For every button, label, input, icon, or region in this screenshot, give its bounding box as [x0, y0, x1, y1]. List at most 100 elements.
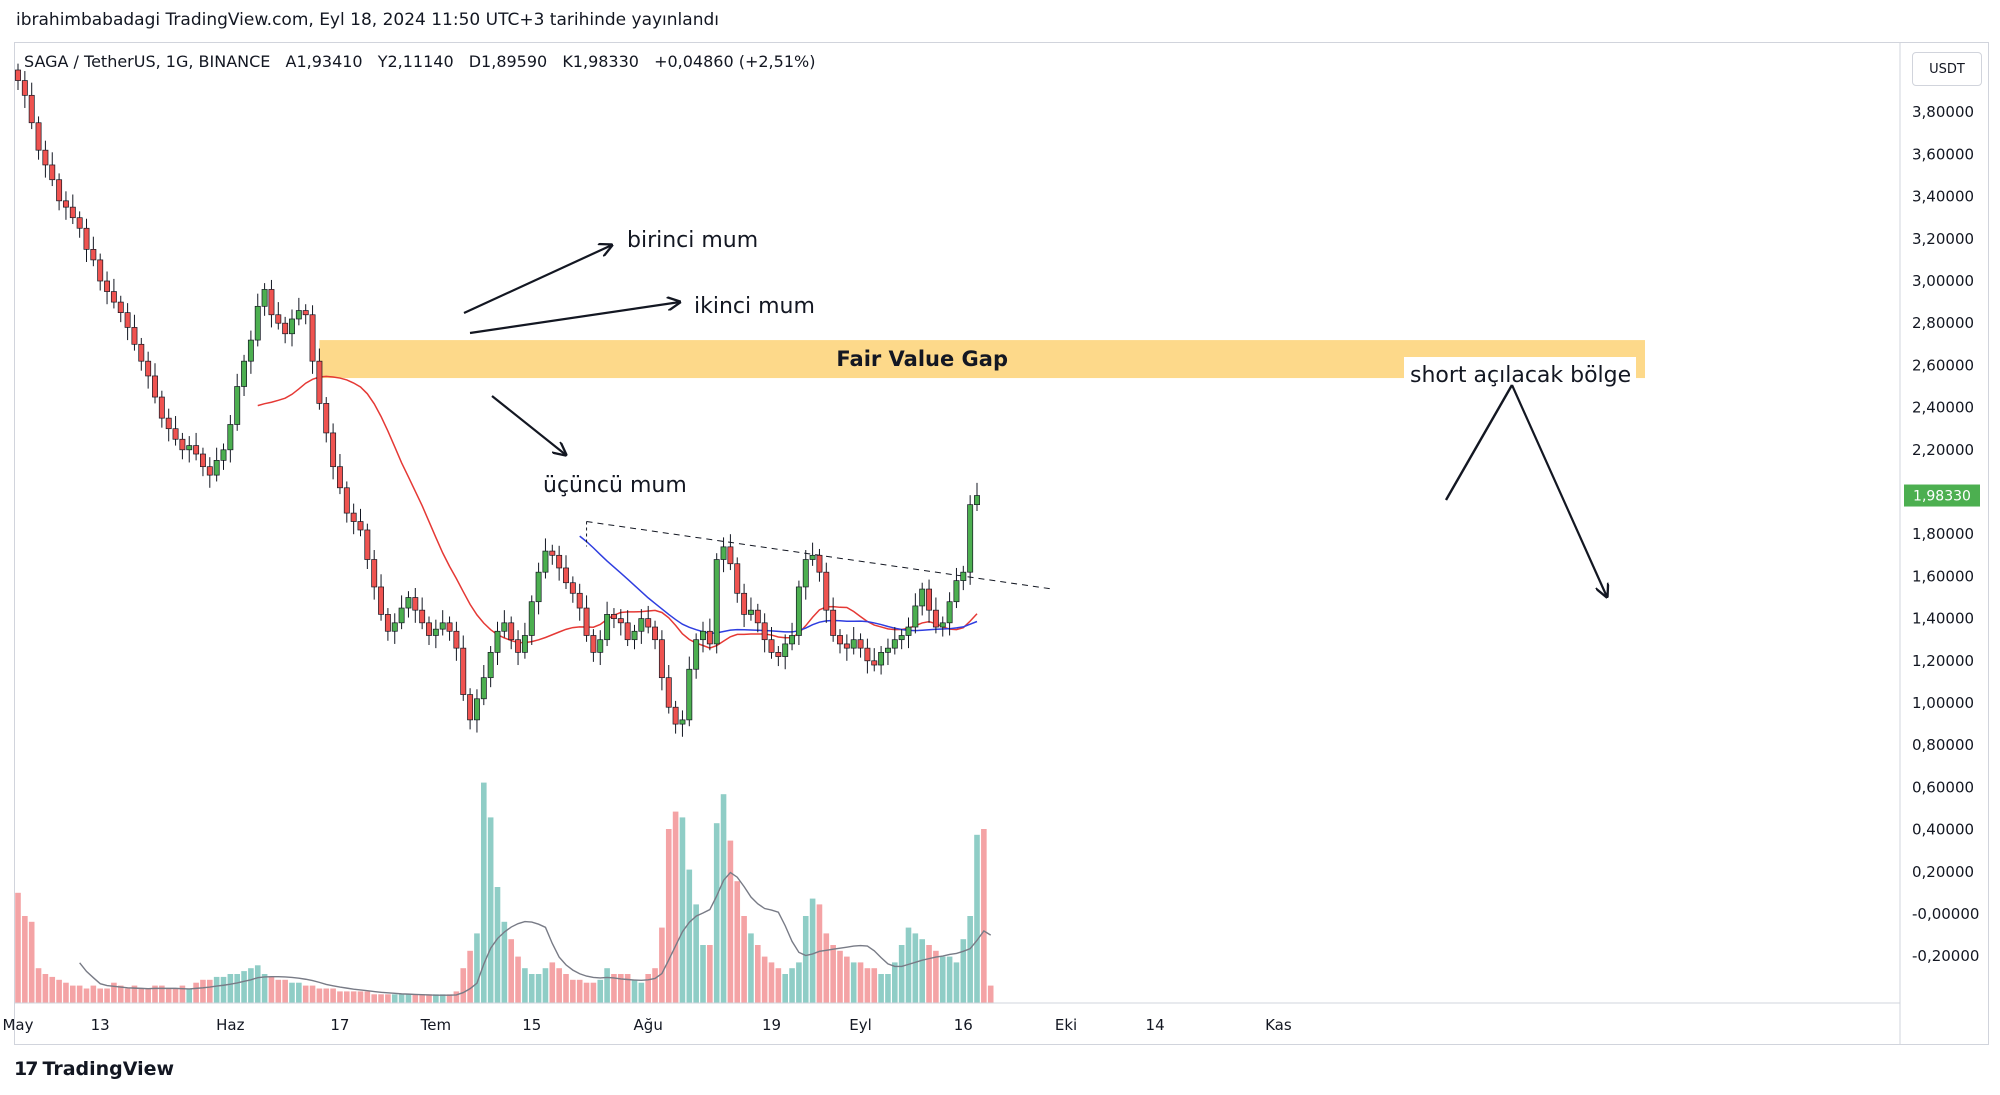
volume-bar: [775, 968, 782, 1003]
candle-body: [556, 554, 563, 569]
volume-bar: [679, 817, 686, 1003]
candle-body: [234, 386, 241, 425]
candle-body: [700, 630, 706, 641]
y-tick-label: 2,80000: [1912, 314, 1974, 332]
volume-bar: [946, 956, 953, 1003]
candle-body: [337, 466, 343, 489]
candle-body: [21, 80, 28, 96]
candle-body: [90, 249, 97, 261]
volume-bar: [152, 985, 158, 1003]
projection-up-leg: [1444, 384, 1514, 501]
candle-body: [405, 597, 412, 609]
arrow-birinci: [463, 245, 612, 314]
volume-bar: [878, 974, 884, 1003]
volume-bar: [919, 939, 925, 1003]
volume-bar: [220, 976, 227, 1003]
symbol-legend: SAGA / TetherUS, 1G, BINANCE A1,93410 Y2…: [24, 52, 826, 71]
candle-body: [884, 647, 891, 653]
y-tick-label: 2,60000: [1912, 356, 1974, 374]
volume-bar: [700, 945, 706, 1003]
y-tick-label: 0,80000: [1912, 736, 1974, 754]
candle-body: [569, 582, 576, 594]
projection-down-arrow: [1510, 384, 1607, 597]
volume-bar: [768, 962, 775, 1003]
candle-body: [610, 614, 617, 619]
volume-bar: [254, 965, 261, 1003]
candle-body: [172, 428, 179, 440]
candle-body: [665, 677, 672, 708]
candle-body: [508, 622, 515, 641]
volume-bar: [391, 994, 398, 1003]
candle-body: [83, 227, 90, 250]
candle-body: [843, 643, 850, 649]
x-tick-label: Haz: [216, 1016, 244, 1034]
candle-body: [220, 449, 227, 461]
last-price-label: 1,98330: [1913, 489, 1971, 505]
candle-body: [179, 438, 186, 451]
candle-body: [535, 571, 542, 603]
candle-body: [864, 647, 871, 662]
candle-body: [467, 694, 474, 721]
y-tick-label: 3,00000: [1912, 272, 1974, 290]
candle-body: [261, 289, 268, 307]
candle-body: [309, 314, 316, 362]
volume-bar: [42, 974, 49, 1003]
x-tick-label: 15: [522, 1016, 541, 1034]
volume-bar: [460, 968, 467, 1003]
candle-body: [474, 698, 480, 721]
currency-button[interactable]: USDT: [1912, 52, 1982, 86]
candle-body: [583, 607, 590, 636]
candle-body: [56, 179, 63, 202]
candle-body: [316, 360, 323, 404]
volume-bar: [97, 988, 103, 1003]
candle-body: [515, 639, 522, 653]
volume-bar: [652, 968, 658, 1003]
volume-bar: [611, 974, 617, 1003]
volume-bar: [857, 962, 864, 1003]
volume-bar: [179, 985, 186, 1003]
candle-body: [200, 453, 206, 468]
volume-bar: [892, 962, 898, 1003]
volume-bar: [816, 904, 823, 1003]
candle-body: [960, 571, 967, 581]
volume-bar: [802, 916, 809, 1003]
volume-bar: [631, 979, 638, 1003]
volume-bar: [15, 892, 21, 1003]
volume-bar: [659, 927, 665, 1003]
volume-bar: [624, 974, 631, 1003]
candle-body: [453, 630, 460, 649]
y-tick-label: 3,20000: [1912, 230, 1974, 248]
candle-body: [932, 609, 939, 628]
candle-body: [35, 122, 42, 151]
volume-bar: [433, 994, 439, 1003]
volume-bar: [597, 979, 604, 1003]
candle-body: [501, 622, 508, 632]
candle-body: [42, 149, 49, 166]
volume-bar: [926, 945, 932, 1003]
volume-bar: [741, 916, 747, 1003]
y-tick-label: 1,60000: [1912, 567, 1974, 585]
candle-body: [967, 504, 974, 573]
candle-body: [76, 217, 83, 229]
volume-bar: [234, 974, 240, 1003]
y-tick-label: 1,00000: [1912, 694, 1974, 712]
candle-body: [816, 554, 823, 573]
x-tick-label: Tem: [420, 1016, 451, 1034]
x-tick-label: Eki: [1055, 1016, 1077, 1034]
candle-body: [268, 289, 275, 316]
volume-bar: [905, 927, 912, 1003]
y-tick-label: 3,80000: [1912, 103, 1974, 121]
tradingview-logo-icon: 17: [14, 1058, 38, 1080]
candle-body: [124, 312, 131, 328]
volume-bar: [453, 991, 460, 1003]
candle-body: [432, 628, 439, 636]
volume-bar: [316, 988, 323, 1003]
candle-body: [213, 460, 220, 476]
y-tick-label: 2,20000: [1912, 441, 1974, 459]
volume-bar: [289, 982, 295, 1003]
volume-bar: [111, 982, 117, 1003]
candle-body: [823, 571, 830, 611]
candle-body: [734, 563, 741, 594]
candle-body: [919, 588, 926, 607]
